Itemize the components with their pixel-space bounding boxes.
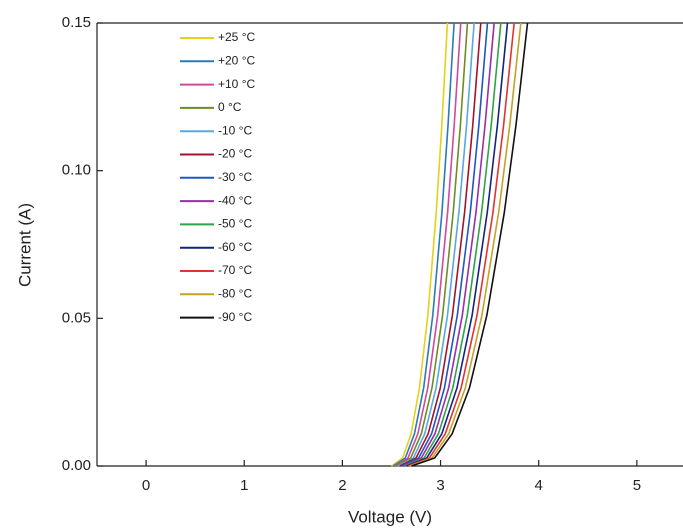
y-tick-label: 0.15 xyxy=(62,14,91,31)
x-tick-label: 5 xyxy=(633,477,641,494)
legend-label: -80 °C xyxy=(218,286,252,300)
series-line xyxy=(394,22,462,467)
x-tick-label: 3 xyxy=(436,477,444,494)
series-line xyxy=(407,22,515,467)
legend-label: +20 °C xyxy=(218,53,255,67)
x-tick-label: 0 xyxy=(142,477,150,494)
x-axis-label: Voltage (V) xyxy=(348,507,432,526)
series-line xyxy=(409,22,522,467)
legend-label: -60 °C xyxy=(218,240,252,254)
legend-label: 0 °C xyxy=(218,100,242,114)
legend-label: -30 °C xyxy=(218,170,252,184)
series-line xyxy=(401,22,489,467)
series-line xyxy=(397,22,475,467)
y-axis-label: Current (A) xyxy=(15,203,34,287)
series-line xyxy=(411,22,529,467)
legend-label: -40 °C xyxy=(218,193,252,207)
legend-label: -90 °C xyxy=(218,310,252,324)
series-line xyxy=(396,22,469,467)
legend-label: -70 °C xyxy=(218,263,252,277)
x-tick-label: 2 xyxy=(338,477,346,494)
series-line xyxy=(391,22,449,467)
legend-label: +25 °C xyxy=(218,30,255,44)
x-tick-label: 1 xyxy=(240,477,248,494)
series-line xyxy=(404,22,502,467)
legend-label: -10 °C xyxy=(218,123,252,137)
legend-label: -20 °C xyxy=(218,147,252,161)
series-line xyxy=(402,22,495,467)
series-line xyxy=(392,22,455,467)
legend-label: -50 °C xyxy=(218,217,252,231)
series-line xyxy=(399,22,482,467)
y-tick-label: 0.00 xyxy=(62,457,91,474)
legend-label: +10 °C xyxy=(218,77,255,91)
y-tick-label: 0.10 xyxy=(62,162,91,179)
y-tick-label: 0.05 xyxy=(62,309,91,326)
x-tick-label: 4 xyxy=(535,477,543,494)
series-line xyxy=(406,22,509,467)
